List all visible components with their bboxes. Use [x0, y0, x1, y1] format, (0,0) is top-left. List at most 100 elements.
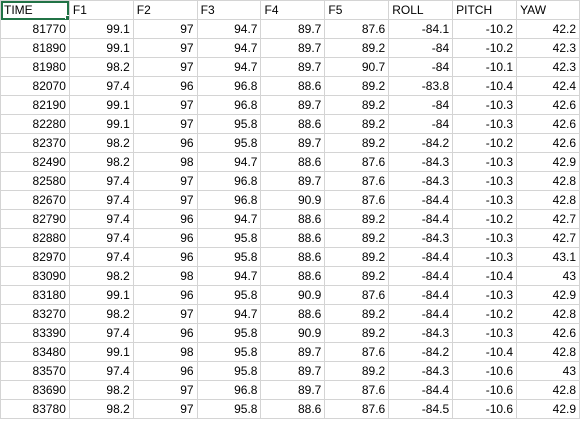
cell-yaw[interactable]: 42.8 — [516, 190, 580, 210]
cell-f1[interactable]: 97.4 — [68, 171, 134, 191]
cell-f1[interactable]: 97.4 — [68, 76, 134, 96]
cell-pitch[interactable]: -10.4 — [452, 266, 518, 286]
cell-f4[interactable]: 88.6 — [260, 228, 326, 248]
cell-time[interactable]: 82190 — [0, 95, 70, 115]
header-cell-f3[interactable]: F3 — [196, 0, 262, 20]
cell-f3[interactable]: 94.7 — [196, 38, 262, 58]
cell-f2[interactable]: 96 — [132, 133, 198, 153]
cell-f1[interactable]: 98.2 — [68, 304, 134, 324]
cell-f4[interactable]: 89.7 — [260, 95, 326, 115]
cell-f3[interactable]: 96.8 — [196, 76, 262, 96]
cell-pitch[interactable]: -10.2 — [452, 133, 518, 153]
cell-f1[interactable]: 99.1 — [68, 38, 134, 58]
cell-f4[interactable]: 88.6 — [260, 76, 326, 96]
cell-roll[interactable]: -84 — [388, 95, 454, 115]
cell-f4[interactable]: 89.7 — [260, 361, 326, 381]
cell-f2[interactable]: 97 — [132, 380, 198, 400]
header-cell-yaw[interactable]: YAW — [516, 0, 580, 20]
cell-pitch[interactable]: -10.6 — [452, 361, 518, 381]
cell-f1[interactable]: 97.4 — [68, 361, 134, 381]
cell-f2[interactable]: 97 — [132, 57, 198, 77]
cell-pitch[interactable]: -10.3 — [452, 228, 518, 248]
cell-pitch[interactable]: -10.3 — [452, 323, 518, 343]
cell-yaw[interactable]: 42.7 — [516, 209, 580, 229]
cell-f4[interactable]: 88.6 — [260, 209, 326, 229]
cell-time[interactable]: 83570 — [0, 361, 70, 381]
cell-pitch[interactable]: -10.2 — [452, 38, 518, 58]
cell-f1[interactable]: 97.4 — [68, 323, 134, 343]
cell-f3[interactable]: 94.7 — [196, 19, 262, 39]
cell-f3[interactable]: 94.7 — [196, 266, 262, 286]
cell-f5[interactable]: 87.6 — [324, 342, 390, 362]
cell-f3[interactable]: 96.8 — [196, 95, 262, 115]
cell-f2[interactable]: 96 — [132, 285, 198, 305]
cell-f2[interactable]: 97 — [132, 304, 198, 324]
cell-f2[interactable]: 96 — [132, 209, 198, 229]
cell-f3[interactable]: 95.8 — [196, 228, 262, 248]
cell-f5[interactable]: 89.2 — [324, 38, 390, 58]
cell-f4[interactable]: 89.7 — [260, 57, 326, 77]
cell-roll[interactable]: -84.4 — [388, 190, 454, 210]
cell-time[interactable]: 83690 — [0, 380, 70, 400]
cell-f4[interactable]: 90.9 — [260, 190, 326, 210]
cell-f5[interactable]: 87.6 — [324, 152, 390, 172]
cell-time[interactable]: 82580 — [0, 171, 70, 191]
cell-f5[interactable]: 87.6 — [324, 380, 390, 400]
cell-time[interactable]: 82280 — [0, 114, 70, 134]
cell-pitch[interactable]: -10.3 — [452, 171, 518, 191]
cell-yaw[interactable]: 43 — [516, 361, 580, 381]
cell-yaw[interactable]: 42.9 — [516, 285, 580, 305]
cell-f1[interactable]: 98.2 — [68, 152, 134, 172]
cell-roll[interactable]: -84.3 — [388, 171, 454, 191]
header-cell-f4[interactable]: F4 — [260, 0, 326, 20]
cell-f3[interactable]: 95.8 — [196, 285, 262, 305]
cell-f2[interactable]: 97 — [132, 190, 198, 210]
cell-f4[interactable]: 89.7 — [260, 133, 326, 153]
cell-f4[interactable]: 88.6 — [260, 399, 326, 419]
cell-f1[interactable]: 97.4 — [68, 247, 134, 267]
cell-yaw[interactable]: 42.2 — [516, 19, 580, 39]
cell-roll[interactable]: -84.4 — [388, 209, 454, 229]
cell-yaw[interactable]: 43.1 — [516, 247, 580, 267]
cell-f3[interactable]: 94.7 — [196, 304, 262, 324]
cell-f1[interactable]: 97.4 — [68, 190, 134, 210]
cell-f3[interactable]: 95.8 — [196, 399, 262, 419]
cell-roll[interactable]: -84.1 — [388, 19, 454, 39]
header-cell-f2[interactable]: F2 — [132, 0, 198, 20]
cell-roll[interactable]: -84 — [388, 57, 454, 77]
cell-f1[interactable]: 98.2 — [68, 399, 134, 419]
cell-yaw[interactable]: 42.3 — [516, 57, 580, 77]
cell-f4[interactable]: 89.7 — [260, 171, 326, 191]
cell-f5[interactable]: 87.6 — [324, 285, 390, 305]
cell-f1[interactable]: 97.4 — [68, 228, 134, 248]
cell-time[interactable]: 82970 — [0, 247, 70, 267]
cell-f2[interactable]: 97 — [132, 95, 198, 115]
cell-pitch[interactable]: -10.6 — [452, 399, 518, 419]
cell-f2[interactable]: 97 — [132, 399, 198, 419]
cell-f4[interactable]: 88.6 — [260, 266, 326, 286]
cell-pitch[interactable]: -10.4 — [452, 76, 518, 96]
header-cell-f5[interactable]: F5 — [324, 0, 390, 20]
cell-roll[interactable]: -84.2 — [388, 342, 454, 362]
cell-f2[interactable]: 98 — [132, 266, 198, 286]
cell-f1[interactable]: 99.1 — [68, 342, 134, 362]
cell-time[interactable]: 83780 — [0, 399, 70, 419]
cell-roll[interactable]: -84.4 — [388, 247, 454, 267]
cell-f5[interactable]: 87.6 — [324, 399, 390, 419]
cell-f1[interactable]: 99.1 — [68, 114, 134, 134]
cell-yaw[interactable]: 42.8 — [516, 304, 580, 324]
cell-f2[interactable]: 96 — [132, 76, 198, 96]
cell-f1[interactable]: 98.2 — [68, 57, 134, 77]
cell-yaw[interactable]: 42.7 — [516, 228, 580, 248]
cell-roll[interactable]: -84 — [388, 114, 454, 134]
cell-f4[interactable]: 89.7 — [260, 380, 326, 400]
cell-time[interactable]: 83390 — [0, 323, 70, 343]
cell-yaw[interactable]: 42.6 — [516, 323, 580, 343]
cell-f2[interactable]: 96 — [132, 247, 198, 267]
cell-roll[interactable]: -84.4 — [388, 380, 454, 400]
cell-f2[interactable]: 97 — [132, 114, 198, 134]
cell-f3[interactable]: 95.8 — [196, 342, 262, 362]
cell-pitch[interactable]: -10.3 — [452, 95, 518, 115]
cell-roll[interactable]: -84.4 — [388, 285, 454, 305]
cell-f5[interactable]: 89.2 — [324, 228, 390, 248]
